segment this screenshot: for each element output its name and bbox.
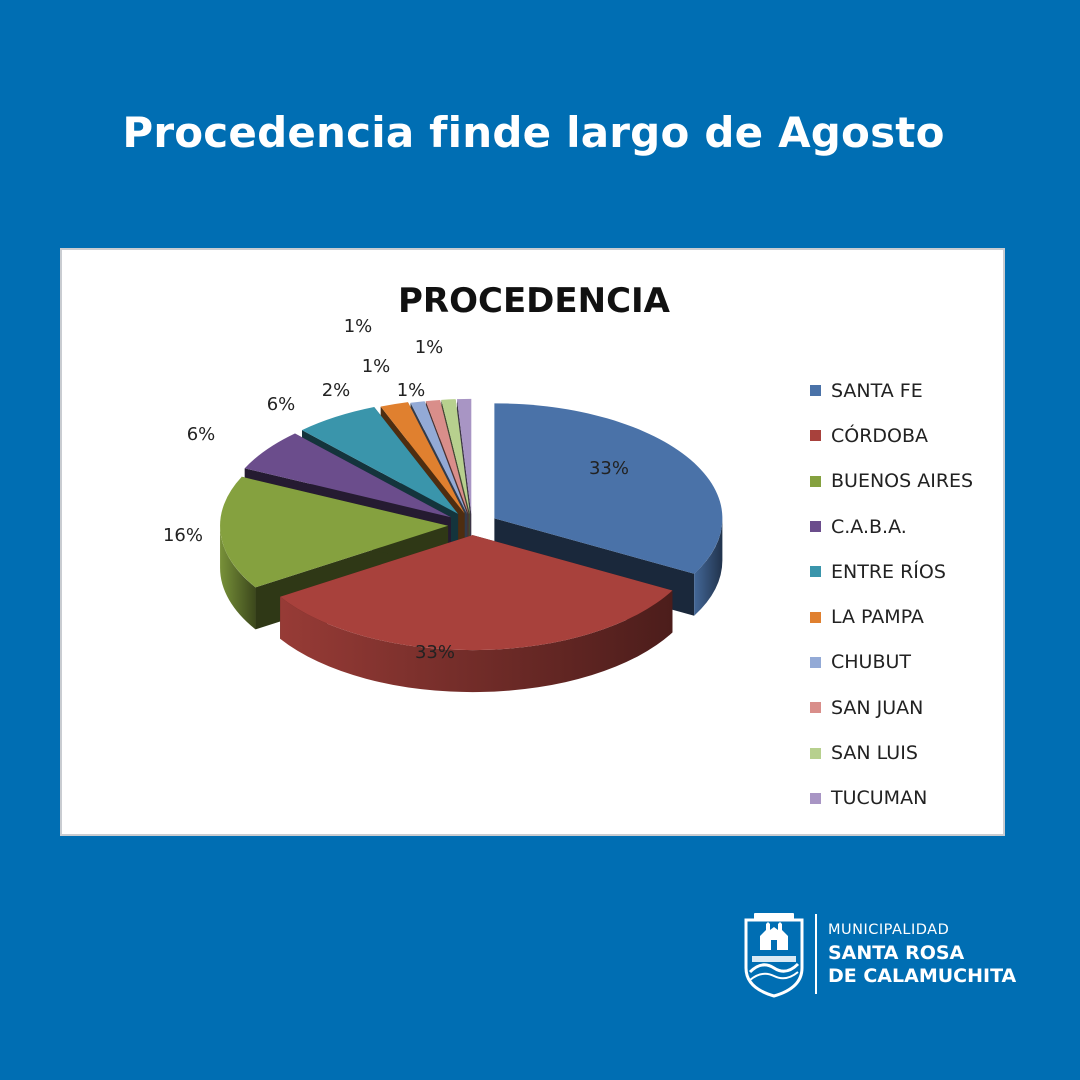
data-label-la-pampa: 2% bbox=[322, 380, 351, 401]
legend-item: BUENOS AIRES bbox=[810, 459, 973, 504]
legend-label: TUCUMAN bbox=[831, 787, 928, 810]
slice-outer-wall bbox=[694, 518, 723, 616]
data-label-chubut: 1% bbox=[344, 316, 373, 337]
legend-item: SAN LUIS bbox=[810, 730, 973, 775]
data-label-san-juan: 1% bbox=[362, 356, 391, 377]
logo-line-calamuchita: DE CALAMUCHITA bbox=[828, 965, 1017, 987]
legend-item: C.A.B.A. bbox=[810, 504, 973, 549]
logo-line-santa-rosa: SANTA ROSA bbox=[828, 942, 965, 964]
legend-label: SANTA FE bbox=[831, 379, 923, 402]
municipality-logo: MUNICIPALIDAD SANTA ROSA DE CALAMUCHITA bbox=[740, 910, 1040, 1000]
pie-chart-svg: PROCEDENCIA 33% 33% 16% 6% 6% 2% 1% 1% 1% 1% bbox=[163, 281, 723, 693]
legend-label: CÓRDOBA bbox=[831, 424, 929, 447]
legend-swatch bbox=[810, 702, 821, 714]
legend-swatch bbox=[810, 475, 821, 487]
legend-label: CHUBUT bbox=[831, 651, 912, 674]
legend-item: CHUBUT bbox=[810, 640, 973, 685]
slice-top-face bbox=[301, 407, 459, 514]
slice-top-face bbox=[441, 399, 470, 514]
slice-outer-wall bbox=[220, 525, 256, 630]
slice-top-face bbox=[380, 402, 465, 514]
legend-swatch bbox=[810, 566, 821, 578]
slice-top-face bbox=[425, 399, 469, 515]
chart-title: PROCEDENCIA bbox=[398, 281, 671, 321]
legend-label: SAN JUAN bbox=[831, 696, 924, 719]
logo-separator bbox=[815, 914, 817, 994]
logo-line-municipalidad: MUNICIPALIDAD bbox=[828, 922, 950, 938]
data-label-c-a-b-a-: 6% bbox=[187, 424, 216, 445]
data-label-san-luis: 1% bbox=[397, 380, 426, 401]
legend-swatch bbox=[810, 792, 821, 804]
legend-label: SAN LUIS bbox=[831, 742, 918, 765]
legend-label: ENTRE RÍOS bbox=[831, 560, 946, 583]
legend-swatch bbox=[810, 656, 821, 668]
data-label-buenos-aires: 16% bbox=[163, 525, 203, 546]
slice-outer-wall bbox=[280, 590, 673, 693]
data-label-córdoba: 33% bbox=[415, 642, 455, 663]
legend-item: ENTRE RÍOS bbox=[810, 549, 973, 594]
legend-label: LA PAMPA bbox=[831, 606, 924, 629]
chart-legend: SANTA FE CÓRDOBA BUENOS AIRES C.A.B.A. ENTRE… bbox=[810, 368, 973, 821]
legend-item: SAN JUAN bbox=[810, 685, 973, 730]
slice-top-face bbox=[456, 398, 472, 514]
slice-top-face bbox=[220, 476, 449, 588]
slice-top-face bbox=[410, 401, 468, 515]
pie-chart: PROCEDENCIA 33% 33% 16% 6% 6% 2% 1% 1% 1% 1% SANT… bbox=[60, 248, 1005, 836]
legend-item: SANTA FE bbox=[810, 368, 973, 413]
legend-swatch bbox=[810, 430, 821, 442]
legend-swatch bbox=[810, 611, 821, 623]
legend-swatch bbox=[810, 385, 821, 397]
slice-top-face bbox=[244, 433, 451, 518]
legend-swatch bbox=[810, 747, 821, 759]
slice-top-face bbox=[494, 403, 723, 574]
legend-item: TUCUMAN bbox=[810, 776, 973, 821]
municipal-crest-icon bbox=[744, 913, 804, 998]
data-label-santa-fe: 33% bbox=[589, 458, 629, 479]
data-label-entre-ríos: 6% bbox=[267, 394, 296, 415]
legend-label: BUENOS AIRES bbox=[831, 470, 974, 493]
legend-item: CÓRDOBA bbox=[810, 413, 973, 458]
legend-item: LA PAMPA bbox=[810, 594, 973, 639]
slice-top-face bbox=[280, 535, 673, 651]
page-title: Procedencia finde largo de Agosto bbox=[122, 108, 945, 157]
data-label-tucuman: 1% bbox=[415, 337, 444, 358]
legend-swatch bbox=[810, 521, 821, 533]
legend-label: C.A.B.A. bbox=[831, 515, 907, 538]
pie-slice-córdoba bbox=[280, 535, 673, 693]
